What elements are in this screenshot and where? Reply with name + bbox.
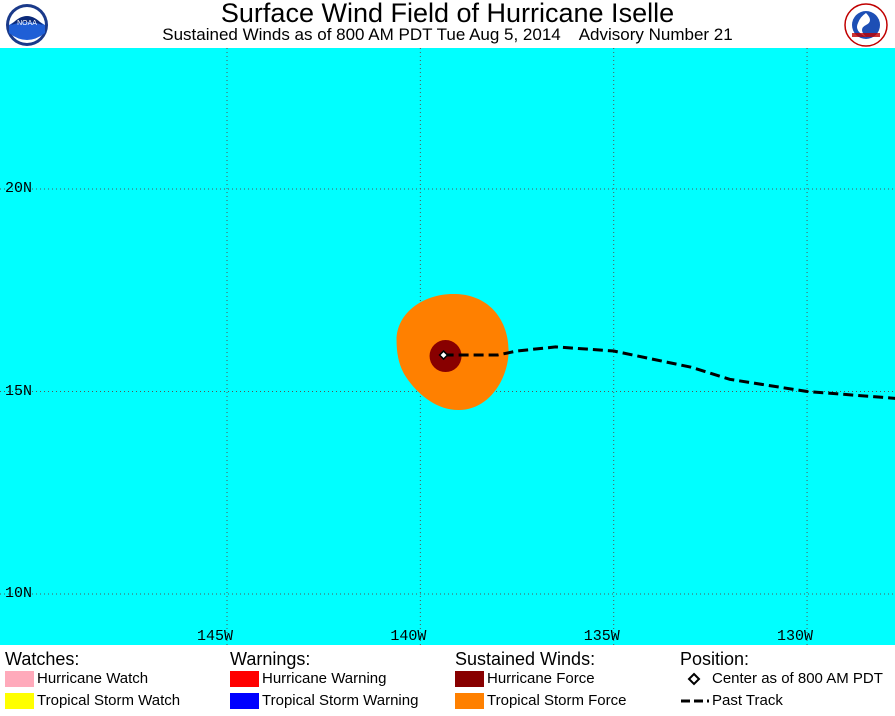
storm-center-layer <box>438 349 449 361</box>
tropical-storm-watch-swatch <box>5 693 34 709</box>
hurricane-watch-swatch <box>5 671 34 687</box>
map-subtitle: Sustained Winds as of 800 AM PDT Tue Aug… <box>162 25 733 44</box>
center-diamond-icon <box>687 672 701 686</box>
hurricane-watch-label: Hurricane Watch <box>37 670 149 687</box>
tropical-storm-watch-label: Tropical Storm Watch <box>37 692 181 709</box>
latitude-label: 10N <box>5 585 33 602</box>
wind-field-map: 20N 15N 10N 145W 140W 135W 130W <box>0 48 895 645</box>
warnings-heading: Warnings: <box>230 649 311 669</box>
map-title: Surface Wind Field of Hurricane Iselle <box>220 0 675 28</box>
map-legend: Watches: Hurricane Watch Tropical Storm … <box>0 645 895 716</box>
latitude-label: 15N <box>5 382 33 400</box>
longitude-label: 145W <box>197 628 234 645</box>
hurricane-warning-label: Hurricane Warning <box>262 670 387 687</box>
svg-text:NOAA: NOAA <box>17 20 37 27</box>
longitude-label: 135W <box>583 628 620 645</box>
hurricane-warning-swatch <box>230 671 259 687</box>
hurricane-force-label: Hurricane Force <box>487 670 595 687</box>
map-canvas <box>0 48 895 645</box>
tropical-storm-force-swatch <box>455 693 484 709</box>
map-header: NOAA Surface Wind Field of Hurricane Ise… <box>0 0 895 48</box>
past-track-line <box>443 345 895 400</box>
storm-wind-field <box>396 294 509 411</box>
noaa-logo-icon: NOAA <box>6 4 48 46</box>
past-track-label: Past Track <box>712 692 783 709</box>
hurricane-force-swatch <box>455 671 484 687</box>
center-position-label: Center as of 800 AM PDT <box>712 670 883 687</box>
longitude-label: 130W <box>777 628 814 645</box>
past-track-layer <box>443 345 895 400</box>
storm-center-marker <box>438 349 449 361</box>
watches-heading: Watches: <box>5 649 80 669</box>
past-track-dash-icon <box>681 699 709 703</box>
longitude-label: 140W <box>390 628 427 645</box>
position-heading: Position: <box>680 649 750 669</box>
tropical-storm-force-label: Tropical Storm Force <box>487 692 627 709</box>
nws-logo-icon <box>844 3 888 47</box>
tropical-storm-warning-swatch <box>230 693 259 709</box>
tropical-storm-warning-label: Tropical Storm Warning <box>262 692 419 709</box>
sustained-winds-heading: Sustained Winds: <box>455 649 596 669</box>
latitude-label: 20N <box>5 180 33 197</box>
